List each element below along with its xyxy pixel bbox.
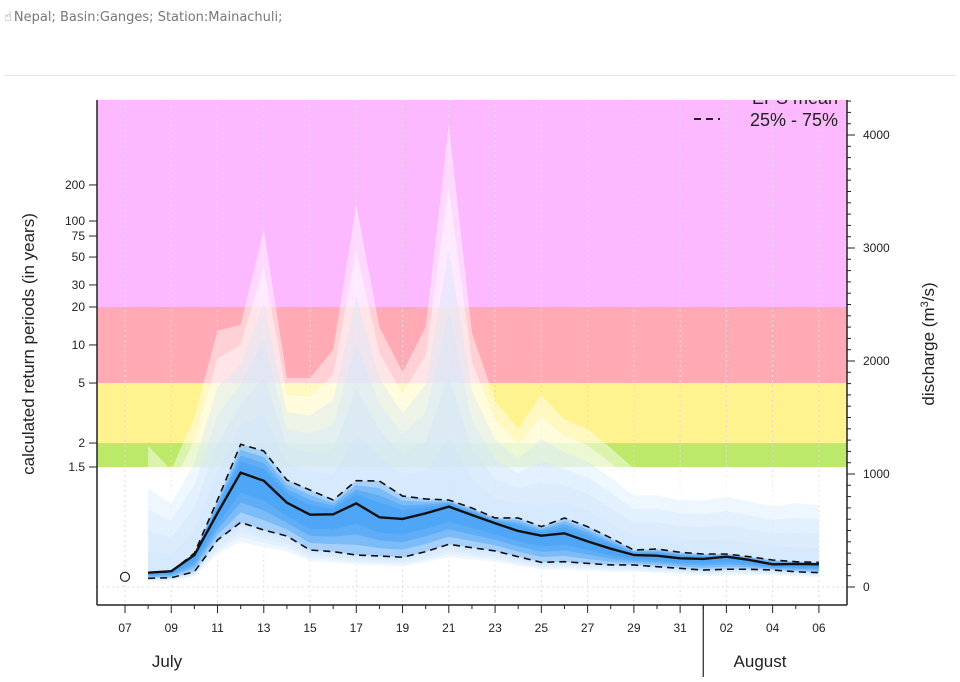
left-tick-label: 30 [72, 278, 86, 292]
header-divider [4, 75, 956, 76]
left-tick-label: 50 [72, 250, 86, 264]
left-tick-label: 200 [65, 178, 85, 192]
left-tick-label: 2 [78, 436, 85, 450]
legend-quartile-label: 25% - 75% [750, 110, 838, 130]
month-label-july: July [152, 652, 183, 671]
x-tick-label: 09 [165, 621, 179, 635]
x-tick-label: 31 [673, 621, 687, 635]
observation-point [119, 571, 131, 582]
ensemble-band-inner-0 [148, 444, 819, 579]
month-label-august: August [734, 652, 787, 671]
station-label: Nepal; Basin:Ganges; Station:Mainachuli; [13, 10, 283, 25]
x-tick-label: 27 [581, 621, 595, 635]
p75-line [148, 443, 819, 574]
ensemble-band-outer-1 [148, 187, 819, 582]
left-tick-label: 10 [72, 338, 86, 352]
x-tick-label: 29 [627, 621, 641, 635]
right-tick-label: 4000 [863, 128, 890, 142]
ensemble-band-outer-0 [148, 124, 819, 583]
x-tick-label: 17 [350, 621, 364, 635]
x-tick-label: 06 [812, 621, 826, 635]
left-tick-label: 5 [78, 376, 85, 390]
right-tick-label: 0 [863, 580, 870, 594]
x-tick-label: 25 [535, 621, 549, 635]
x-tick-label: 13 [257, 621, 271, 635]
right-tick-label: 2000 [863, 354, 890, 368]
right-tick-label: 3000 [863, 241, 890, 255]
x-tick-label: 23 [488, 621, 502, 635]
x-tick-label: 11 [211, 621, 224, 635]
left-tick-label: 20 [72, 300, 86, 314]
left-tick-label: 1.5 [68, 460, 85, 474]
x-tick-label: 15 [303, 621, 317, 635]
threshold-band-1 [97, 383, 847, 444]
p25-line [148, 521, 819, 580]
left-tick-label: 75 [72, 229, 86, 243]
x-tick-label: 19 [396, 621, 410, 635]
station-header: ☝ Nepal; Basin:Ganges; Station:Mainachul… [4, 10, 283, 25]
left-tick-label: 100 [65, 214, 85, 228]
x-tick-label: 02 [720, 621, 734, 635]
ensemble-band-outer-5 [148, 414, 819, 579]
threshold-band-3 [97, 100, 847, 307]
hand-pointer-icon: ☝ [4, 10, 12, 25]
y-axis-left-label: calculated return periods (in years) [19, 213, 38, 475]
x-tick-label: 04 [766, 621, 780, 635]
threshold-band-2 [97, 306, 847, 384]
right-tick-label: 1000 [863, 467, 890, 481]
ensemble-band-outer-2 [148, 249, 819, 581]
x-tick-label: 21 [442, 621, 456, 635]
threshold-band-0 [97, 443, 847, 467]
eps-mean-line [148, 471, 819, 574]
x-tick-label: 07 [118, 621, 132, 635]
ensemble-band-inner-2 [148, 455, 819, 577]
y-axis-right-label: discharge (m3/s) [919, 282, 938, 405]
